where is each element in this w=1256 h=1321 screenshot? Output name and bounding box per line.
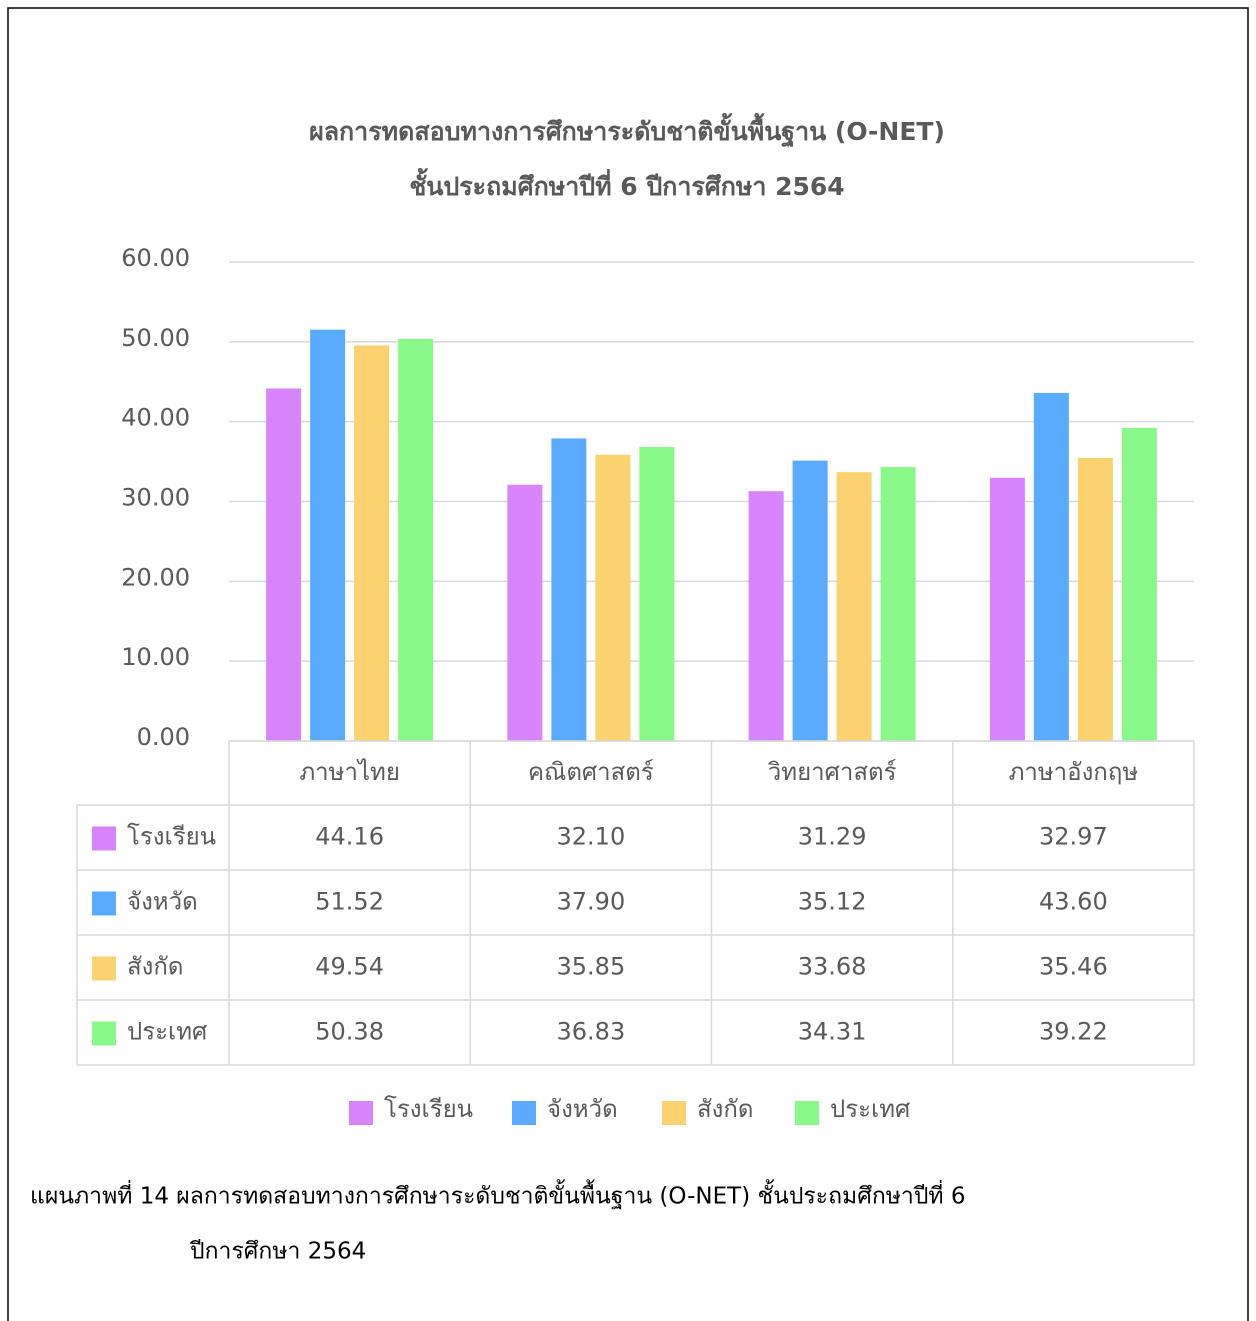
table-value: 44.16 — [315, 823, 384, 851]
bar — [310, 329, 346, 741]
legend-label: จังหวัด — [547, 1095, 618, 1123]
table-value: 43.60 — [1039, 888, 1108, 916]
table-value: 37.90 — [557, 888, 626, 916]
x-tick-label: ภาษาไทย — [299, 758, 400, 786]
bar — [792, 460, 828, 741]
bar — [354, 345, 390, 741]
table-legend-key — [92, 891, 116, 916]
table-value: 32.10 — [557, 823, 626, 851]
caption: แผนภาพที่ 14 ผลการทดสอบทางการศึกษาระดับช… — [30, 1180, 966, 1210]
legend-label: สังกัด — [697, 1095, 753, 1123]
table-row-label: จังหวัด — [127, 888, 198, 916]
chart-subtitle: ชั้นประถมศึกษาปีที่ 6 ปีการศึกษา 2564 — [409, 167, 844, 201]
table-value: 39.22 — [1039, 1018, 1108, 1046]
bar — [266, 388, 302, 741]
y-tick-label: 60.00 — [121, 244, 190, 272]
table-row-label: ประเทศ — [127, 1018, 207, 1046]
table-value: 49.54 — [315, 953, 384, 981]
x-tick-label: ภาษาอังกฤษ — [1009, 758, 1139, 786]
legend-key — [795, 1101, 819, 1125]
legend-label: ประเทศ — [830, 1095, 910, 1123]
table-legend-key — [92, 1021, 116, 1046]
table-legend-key — [92, 826, 116, 851]
table-row-label: โรงเรียน — [127, 823, 216, 851]
bar — [880, 467, 916, 741]
x-tick-label: คณิตศาสตร์ — [528, 758, 654, 786]
table-value: 34.31 — [798, 1018, 867, 1046]
bar — [551, 438, 587, 741]
table-value: 35.46 — [1039, 953, 1108, 981]
x-tick-label: วิทยาศาสตร์ — [767, 758, 896, 786]
bar — [836, 472, 872, 741]
table-value: 35.85 — [557, 953, 626, 981]
table-value: 33.68 — [798, 953, 867, 981]
table-value: 32.97 — [1039, 823, 1108, 851]
bar — [639, 446, 675, 741]
frame — [7, 7, 1249, 1321]
y-tick-label: 40.00 — [121, 404, 190, 432]
bar — [1121, 427, 1157, 741]
bar — [1033, 392, 1069, 741]
table-value: 35.12 — [798, 888, 867, 916]
bar — [507, 484, 543, 741]
caption: ปีการศึกษา 2564 — [189, 1239, 366, 1265]
table-value: 51.52 — [315, 888, 384, 916]
y-tick-label: 30.00 — [121, 484, 190, 512]
table-legend-key — [92, 956, 116, 981]
bar — [1077, 457, 1113, 741]
bar — [398, 338, 434, 741]
chart-title: ผลการทดสอบทางการศึกษาระดับชาติขั้นพื้นฐา… — [309, 112, 945, 148]
table-value: 50.38 — [315, 1018, 384, 1046]
table-value: 31.29 — [798, 823, 867, 851]
table-value: 36.83 — [557, 1018, 626, 1046]
bar — [595, 454, 631, 741]
legend-label: โรงเรียน — [384, 1095, 473, 1123]
y-tick-label: 20.00 — [121, 563, 190, 591]
y-tick-label: 10.00 — [121, 643, 190, 671]
legend-key — [349, 1101, 373, 1125]
bar — [989, 477, 1025, 741]
table-row-label: สังกัด — [127, 953, 183, 981]
legend-key — [512, 1101, 536, 1125]
y-tick-label: 50.00 — [121, 324, 190, 352]
bar — [748, 491, 784, 741]
y-tick-label: 0.00 — [137, 723, 190, 751]
legend-key — [662, 1101, 686, 1125]
